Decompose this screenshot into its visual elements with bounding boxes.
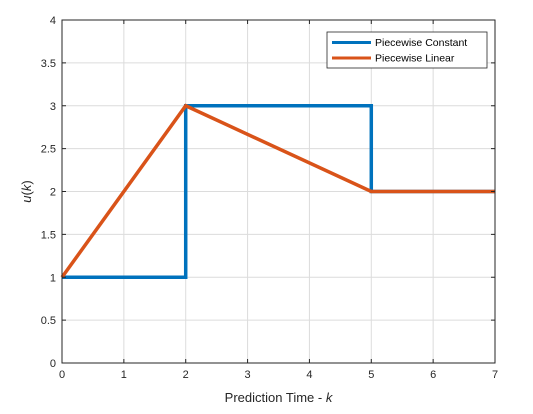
y-tick-label: 4: [50, 15, 56, 27]
x-tick-label: 0: [59, 369, 65, 381]
y-axis-label: u(k): [19, 180, 34, 202]
legend-label-piecewise-linear: Piecewise Linear: [375, 53, 455, 65]
series-layer: [60, 103, 495, 279]
x-tick-label: 3: [245, 369, 251, 381]
legend-label-piecewise-constant: Piecewise Constant: [375, 37, 467, 49]
x-tick-label: 7: [492, 369, 498, 381]
x-tick-label: 1: [121, 369, 127, 381]
x-tick-label: 5: [368, 369, 374, 381]
y-tick-label: 1: [50, 272, 56, 284]
y-tick-label: 0: [50, 358, 56, 370]
x-tick-label: 6: [430, 369, 436, 381]
series-piecewise-linear: [60, 103, 495, 279]
legend-box: [326, 31, 488, 69]
y-tick-label: 2.5: [41, 144, 56, 156]
y-tick-label: 0.5: [41, 315, 56, 327]
ticks: 0 1 2 3 4 5 6 7 0 0.5 1 1.5 2 2.5 3 3.5 4: [41, 15, 498, 381]
x-tick-label: 2: [183, 369, 189, 381]
y-tick-label: 2: [50, 187, 56, 199]
legend: Piecewise Constant Piecewise Linear: [326, 31, 488, 69]
x-axis-label: Prediction Time - k: [225, 390, 334, 405]
y-tick-label: 3.5: [41, 58, 56, 70]
y-tick-label: 3: [50, 101, 56, 113]
y-tick-label: 1.5: [41, 229, 56, 241]
x-tick-label: 4: [306, 369, 312, 381]
